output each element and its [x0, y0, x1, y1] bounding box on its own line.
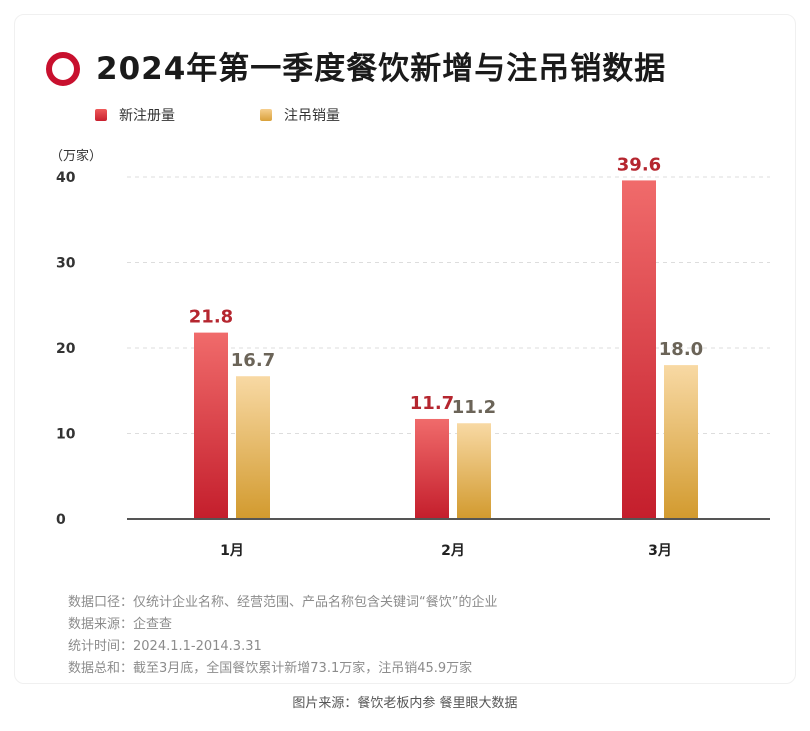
- legend-label: 注吊销量: [284, 108, 340, 124]
- bar-deregistrations-2: [457, 423, 491, 519]
- bar-value-label: 21.8: [189, 307, 233, 328]
- bar-value-label: 39.6: [617, 154, 661, 175]
- legend-swatch-red: [95, 109, 107, 121]
- x-tick-label: 1月: [220, 543, 244, 559]
- y-tick-label: 30: [56, 256, 76, 272]
- title-ring-icon: [46, 52, 80, 86]
- image-source-caption: 图片来源：餐饮老板内参 餐里眼大数据: [292, 696, 518, 711]
- y-tick-label: 40: [56, 170, 76, 186]
- bar-new-registrations-1: [194, 332, 228, 519]
- y-axis-ticks: 0 10 20 30 40: [56, 170, 76, 528]
- bars: [194, 180, 698, 520]
- bar-chart: 0 10 20 30 40 21.8 11.7 39.6 16.7 11.2 18.0 1月 2月 3…: [56, 154, 770, 559]
- bar-value-label: 18.0: [659, 339, 703, 360]
- x-tick-label: 3月: [648, 543, 672, 559]
- bar-deregistrations-1: [236, 376, 270, 519]
- y-tick-label: 10: [56, 427, 76, 443]
- legend-label: 新注册量: [119, 108, 175, 124]
- chart-title: 2024年第一季度餐饮新增与注吊销数据: [96, 51, 667, 87]
- bar-value-labels: 21.8 11.7 39.6 16.7 11.2 18.0: [189, 154, 703, 418]
- y-tick-label: 20: [56, 341, 76, 357]
- bar-value-label: 11.7: [410, 393, 454, 414]
- x-tick-label: 2月: [441, 543, 465, 559]
- bar-new-registrations-2: [415, 418, 449, 519]
- note-totals: 数据总和：截至3月底，全国餐饮累计新增73.1万家，注吊销45.9万家: [68, 661, 473, 676]
- bar-value-label: 11.2: [452, 397, 496, 418]
- note-data-source: 数据来源：企查查: [68, 617, 173, 632]
- legend-item-deregistrations: 注吊销量: [260, 105, 340, 125]
- bar-new-registrations-3: [622, 180, 656, 520]
- chart-card: [14, 14, 796, 684]
- bar-deregistrations-3: [664, 365, 698, 519]
- note-data-scope: 数据口径：仅统计企业名称、经营范围、产品名称包含关键词“餐饮”的企业: [68, 595, 498, 610]
- legend-item-new-registrations: 新注册量: [95, 105, 175, 125]
- bar-value-label: 16.7: [231, 350, 275, 371]
- x-axis-ticks: 1月 2月 3月: [220, 543, 672, 559]
- legend-swatch-gold: [260, 109, 272, 121]
- y-axis-unit-label: （万家）: [50, 149, 103, 164]
- y-tick-label: 0: [56, 512, 66, 528]
- note-time-range: 统计时间：2024.1.1-2014.3.31: [68, 639, 262, 654]
